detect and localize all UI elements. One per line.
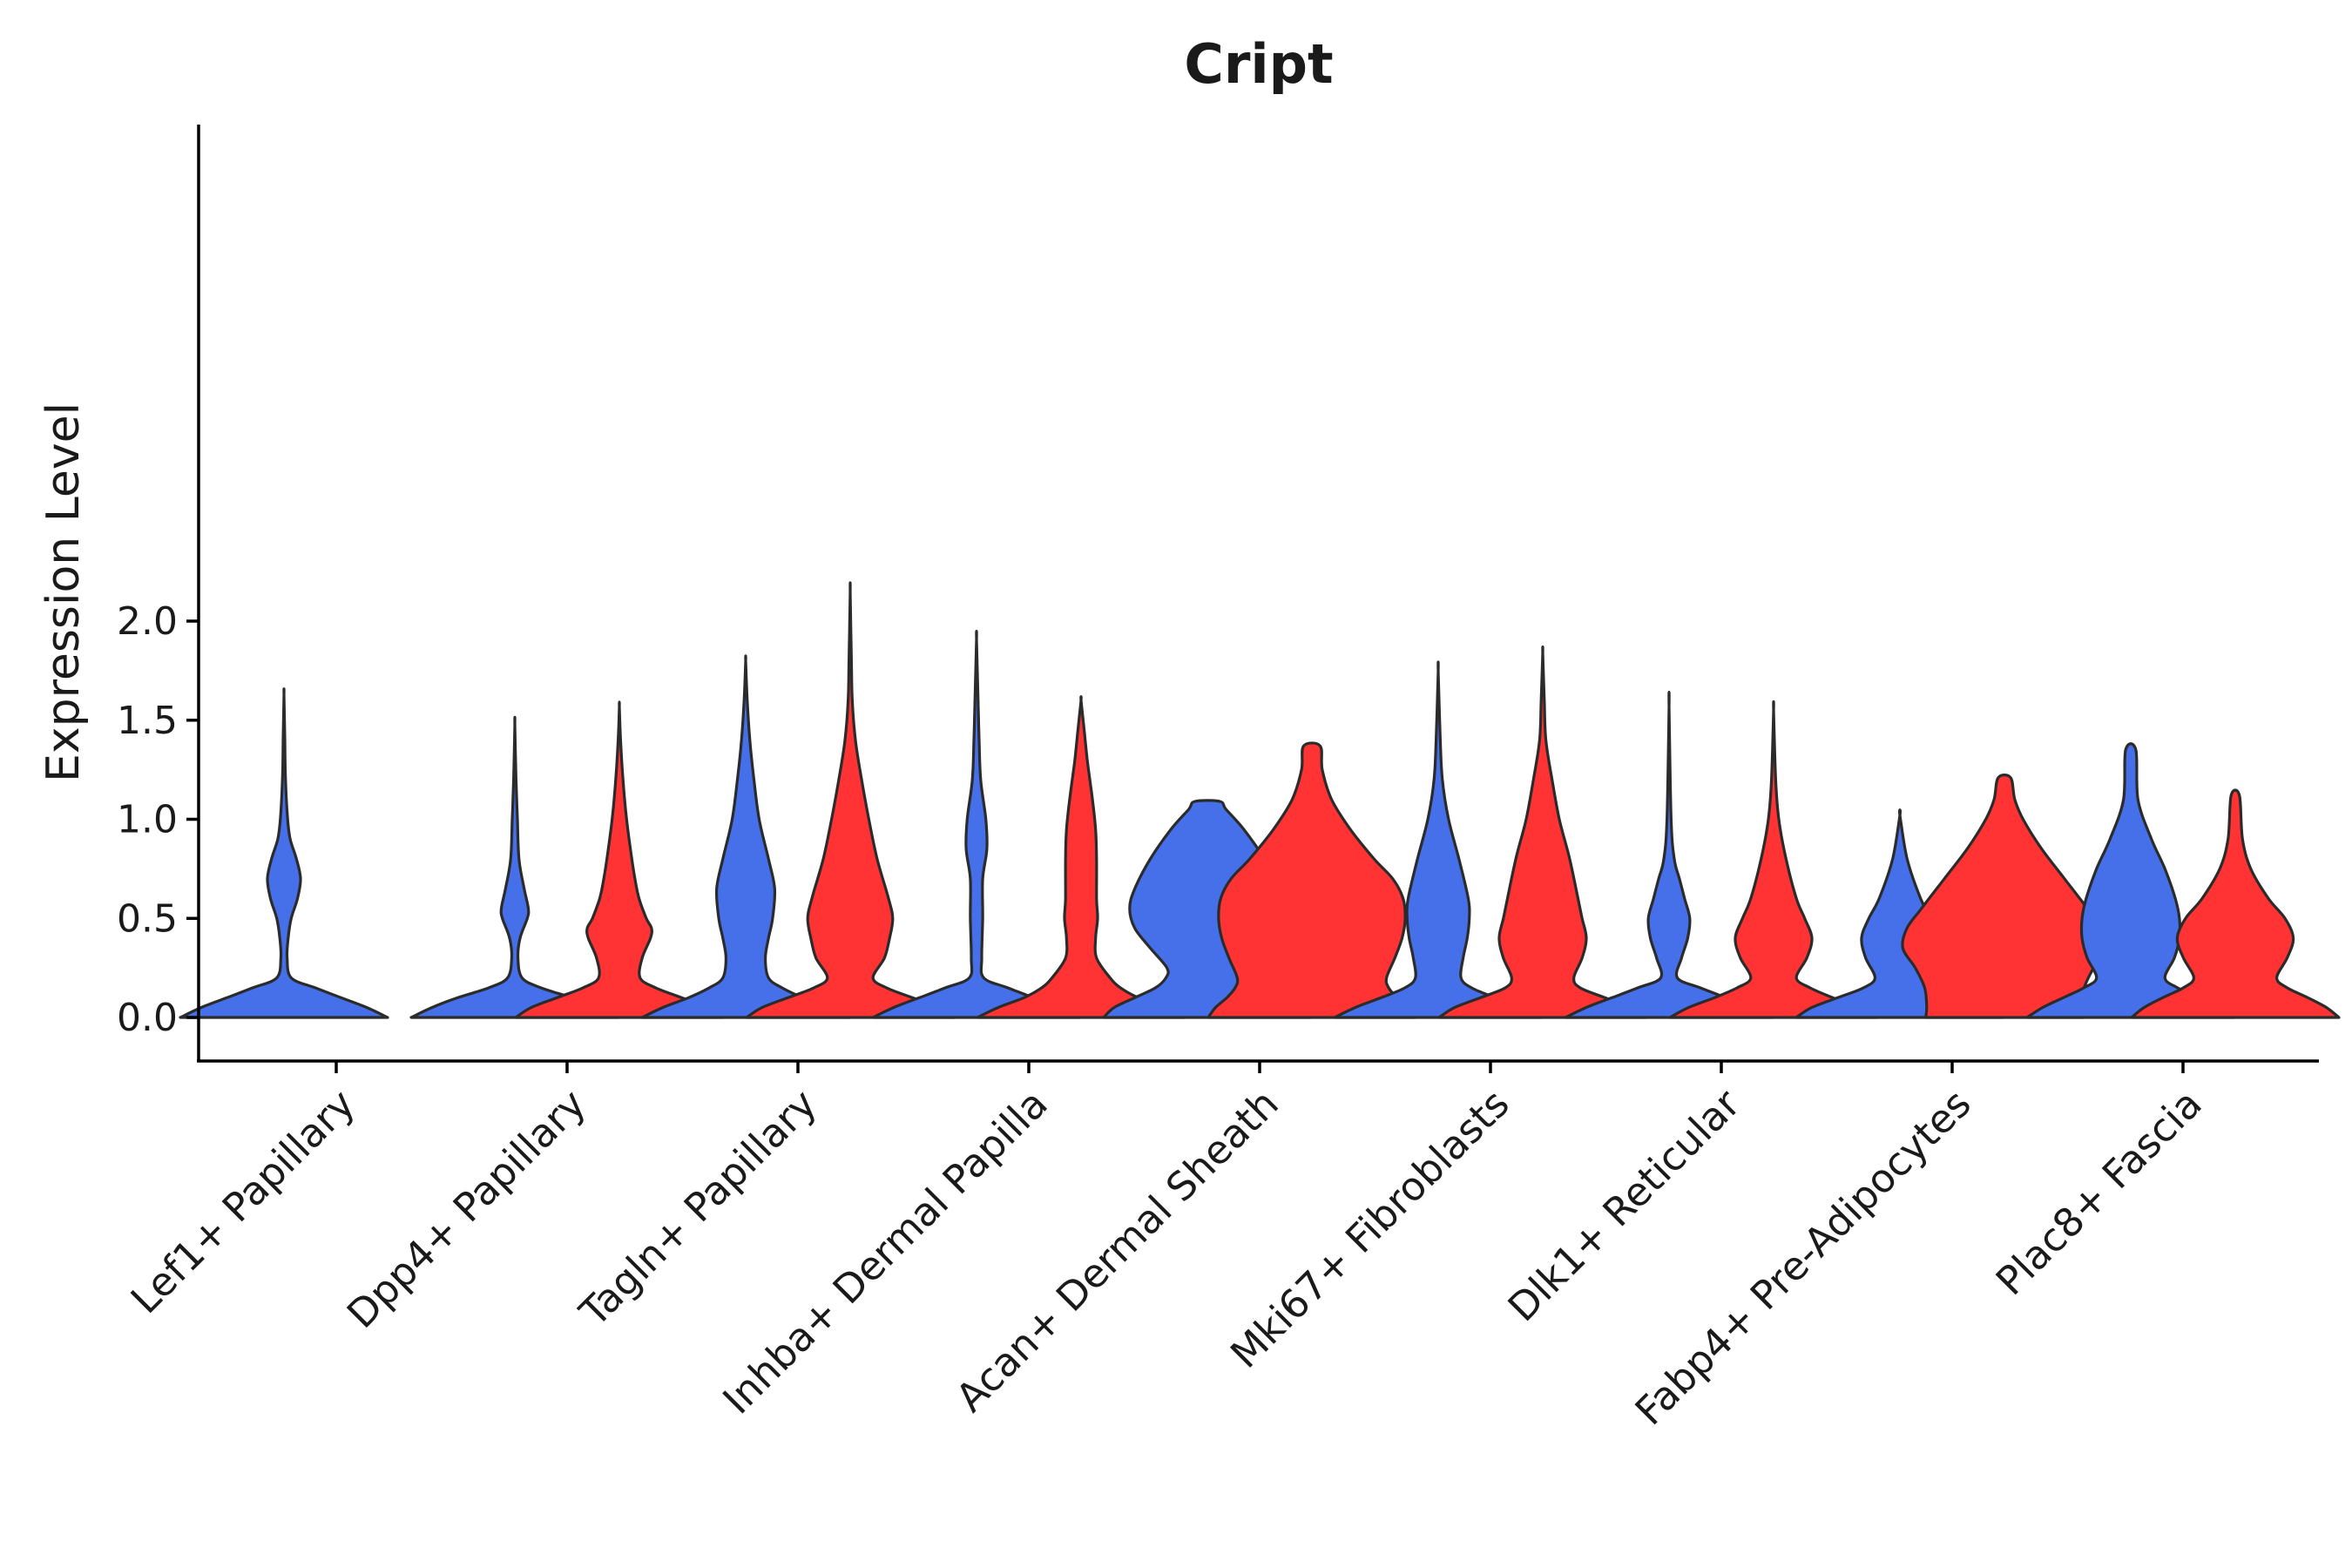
y-ticks-layer: 0.0 0.5 1.0 1.5 2.0 xyxy=(117,599,199,1040)
violin-inhba-dermal-papilla-group2 xyxy=(976,695,1186,1019)
violin-dpp4-papillary-group1 xyxy=(409,715,620,1019)
violin-mki67-fibroblasts-group1 xyxy=(1333,660,1544,1019)
violin-dlk1-reticular-group1 xyxy=(1564,691,1774,1019)
violin-fabp4-pre-adipocytes-group2 xyxy=(1901,774,2108,1019)
y-tick-label: 0.0 xyxy=(117,996,178,1040)
violins-layer xyxy=(179,581,2341,1019)
x-category-label: Tagln+ Papillary xyxy=(571,1080,826,1335)
violin-lef1-papillary-group1 xyxy=(179,687,389,1019)
x-category-label: Lef1+ Papillary xyxy=(122,1080,364,1322)
y-tick-label: 2.0 xyxy=(117,599,178,644)
violin-plac8-fascia-group2 xyxy=(2130,788,2341,1019)
violin-plac8-fascia-group1 xyxy=(2025,742,2236,1019)
y-tick-label: 1.5 xyxy=(117,699,178,743)
violin-dlk1-reticular-group2 xyxy=(1668,700,1879,1019)
violin-tagln-papillary-group2 xyxy=(745,581,956,1019)
violin-acan-dermal-sheath-group2 xyxy=(1206,741,1417,1019)
violin-mki67-fibroblasts-group2 xyxy=(1437,645,1648,1019)
y-tick-label: 1.0 xyxy=(117,798,178,842)
violin-tagln-papillary-group1 xyxy=(640,654,851,1019)
chart-title: Cript xyxy=(1184,32,1333,96)
y-tick-label: 0.5 xyxy=(117,896,178,941)
x-category-label: Plac8+ Fascia xyxy=(1987,1080,2211,1304)
x-category-label: Dlk1+ Reticular xyxy=(1499,1080,1749,1330)
y-axis-label: Expression Level xyxy=(37,402,90,782)
x-category-label: Dpp4+ Papillary xyxy=(338,1080,595,1337)
violin-dpp4-papillary-group2 xyxy=(514,700,725,1019)
violin-inhba-dermal-papilla-group1 xyxy=(871,630,1082,1019)
